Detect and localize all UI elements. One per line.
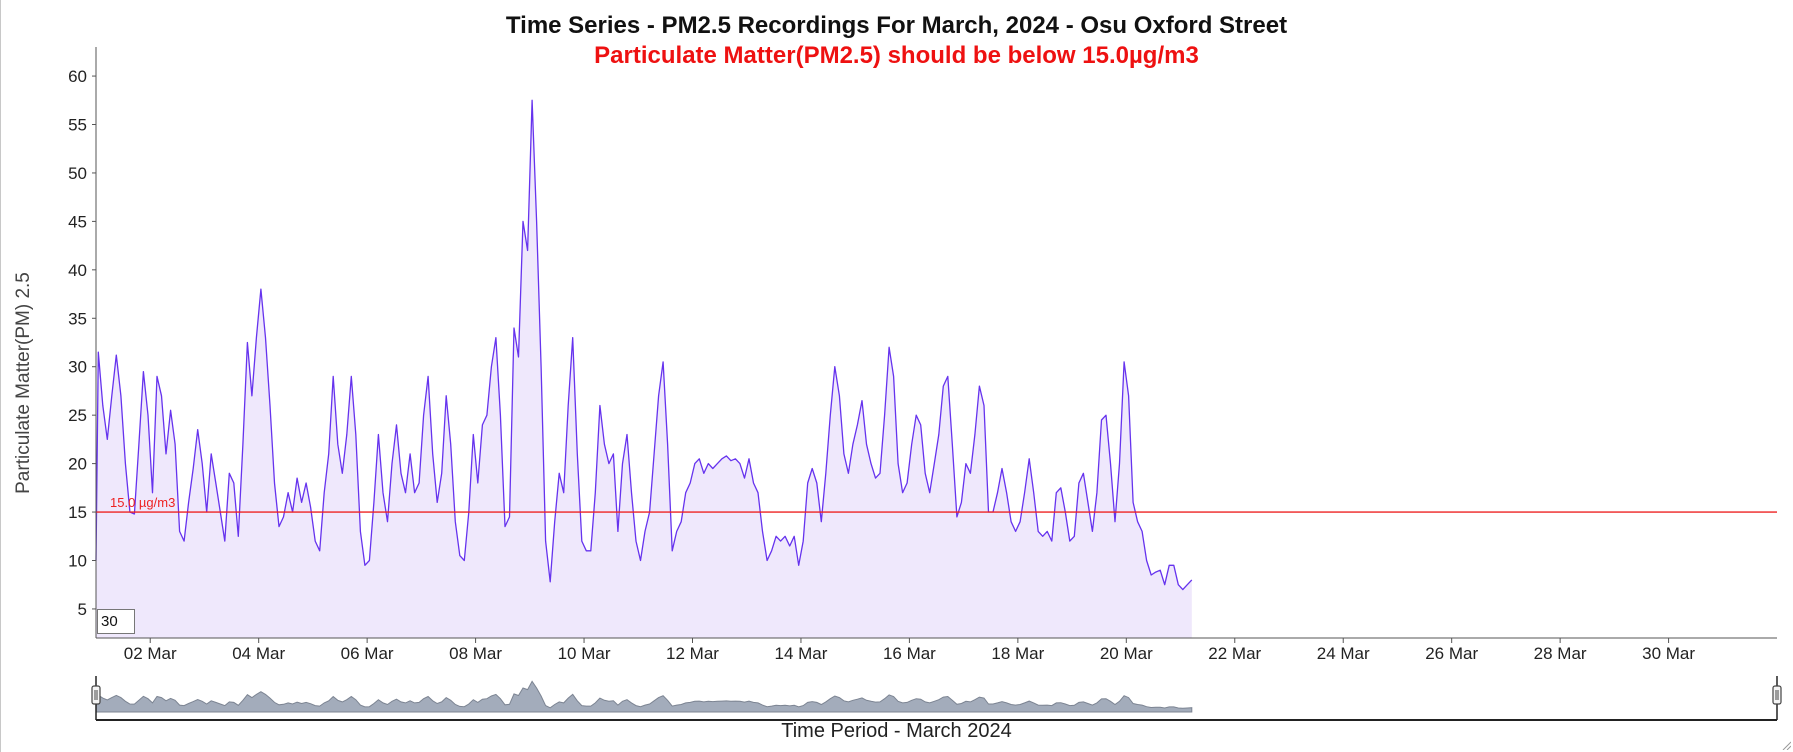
x-tick-label: 24 Mar: [1317, 644, 1370, 663]
y-tick-label: 55: [68, 116, 87, 135]
y-tick-label: 35: [68, 309, 87, 328]
y-tick-label: 50: [68, 164, 87, 183]
y-tick-label: 30: [68, 358, 87, 377]
x-tick-label: 02 Mar: [124, 644, 177, 663]
x-tick-label: 16 Mar: [883, 644, 936, 663]
y-tick-label: 15: [68, 503, 87, 522]
x-tick-label: 20 Mar: [1100, 644, 1153, 663]
x-tick-label: 06 Mar: [341, 644, 394, 663]
chart-title: Time Series - PM2.5 Recordings For March…: [505, 12, 1288, 39]
x-tick-label: 22 Mar: [1208, 644, 1261, 663]
x-tick-label: 18 Mar: [991, 644, 1044, 663]
window-left-border: [0, 0, 1, 752]
x-axis-label: Time Period - March 2024: [781, 720, 1012, 742]
range-selector-minichart: [95, 680, 1193, 713]
y-tick-label: 10: [68, 551, 87, 570]
y-tick-label: 40: [68, 261, 87, 280]
y-tick-label: 5: [78, 600, 87, 619]
y-tick-label: 60: [68, 67, 87, 86]
x-tick-label: 28 Mar: [1534, 644, 1587, 663]
y-tick-label: 20: [68, 455, 87, 474]
x-tick-label: 12 Mar: [666, 644, 719, 663]
chart-subtitle: Particulate Matter(PM2.5) should be belo…: [594, 42, 1199, 69]
range-handle-grip[interactable]: [91, 685, 101, 705]
resize-handle-icon[interactable]: [1781, 740, 1791, 750]
x-tick-label: 30 Mar: [1642, 644, 1695, 663]
roll-period-input[interactable]: 30: [97, 609, 135, 634]
y-tick-label: 25: [68, 406, 87, 425]
x-tick-label: 04 Mar: [232, 644, 285, 663]
x-tick-label: 14 Mar: [774, 644, 827, 663]
pm25-area-fill: [96, 100, 1192, 639]
range-handle-grip[interactable]: [1772, 685, 1782, 705]
threshold-label: 15.0 µg/m3: [110, 495, 175, 510]
range-handle-left-icon[interactable]: [91, 685, 101, 705]
y-tick-label: 45: [68, 212, 87, 231]
x-tick-label: 26 Mar: [1425, 644, 1478, 663]
x-tick-label: 10 Mar: [558, 644, 611, 663]
x-tick-label: 08 Mar: [449, 644, 502, 663]
pm25-series-line[interactable]: [95, 99, 1193, 591]
range-handle-right-icon[interactable]: [1772, 685, 1782, 705]
